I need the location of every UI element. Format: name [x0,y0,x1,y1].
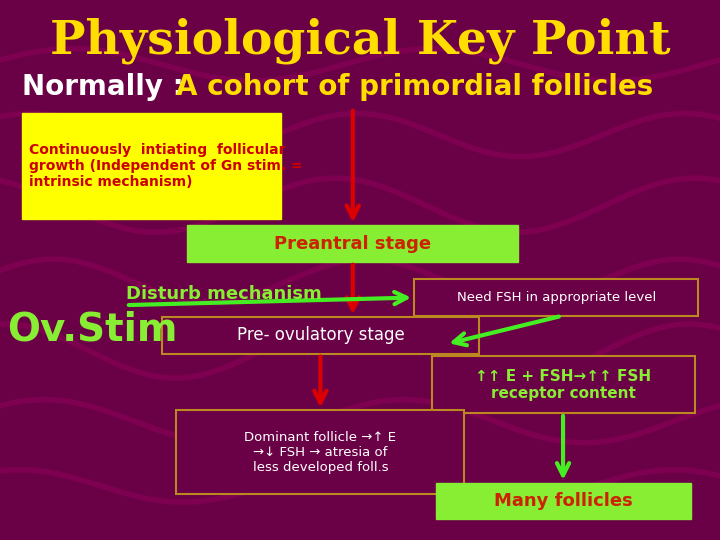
FancyBboxPatch shape [414,279,698,316]
Text: Dominant follicle →↑ E
→↓ FSH → atresia of
less developed foll.s: Dominant follicle →↑ E →↓ FSH → atresia … [244,431,397,474]
FancyBboxPatch shape [22,113,281,219]
Text: Disturb mechanism: Disturb mechanism [126,285,322,303]
Text: Preantral stage: Preantral stage [274,234,431,253]
Text: A cohort of primordial follicles: A cohort of primordial follicles [176,73,654,102]
Text: Ov.Stim: Ov.Stim [7,310,178,348]
FancyBboxPatch shape [176,410,464,494]
Text: Continuously  intiating  follicular
growth (Independent of Gn stim. =
intrinsic : Continuously intiating follicular growth… [29,143,302,189]
FancyBboxPatch shape [432,356,695,413]
Text: Need FSH in appropriate level: Need FSH in appropriate level [456,291,656,304]
Text: Many follicles: Many follicles [494,492,633,510]
Text: Physiological Key Point: Physiological Key Point [50,17,670,64]
FancyBboxPatch shape [162,317,479,354]
Text: ↑↑ E + FSH→↑↑ FSH
receptor content: ↑↑ E + FSH→↑↑ FSH receptor content [475,368,652,401]
Text: Pre- ovulatory stage: Pre- ovulatory stage [237,326,404,345]
FancyBboxPatch shape [436,483,691,519]
Text: Normally :: Normally : [22,73,193,102]
FancyBboxPatch shape [187,225,518,262]
